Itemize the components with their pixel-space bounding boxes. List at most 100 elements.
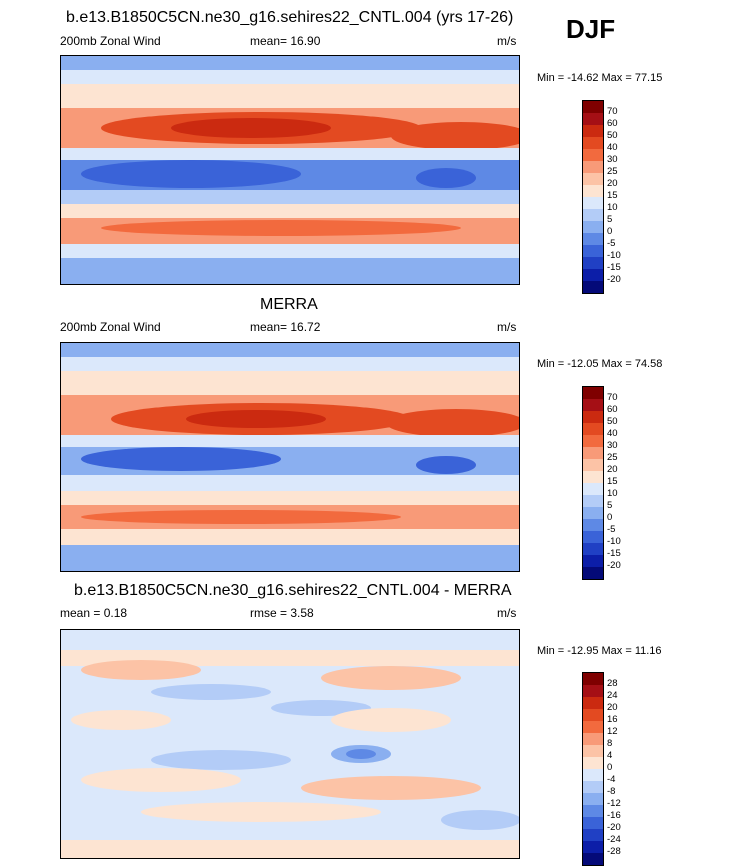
- panel-2-colorbar-tick: 50: [607, 416, 618, 427]
- panel-2-title: MERRA: [260, 296, 318, 313]
- panel-1-colorbar-tick: 30: [607, 154, 618, 165]
- panel-3-colorbar-tick: 16: [607, 714, 618, 725]
- panel-1-colorbar: [582, 100, 604, 294]
- panel-2-colorbar-tick: -15: [607, 548, 621, 559]
- panel-2-map: [60, 342, 520, 572]
- panel-1-colorbar-tick: -5: [607, 238, 616, 249]
- panel-3-colorbar-swatch: [583, 769, 603, 781]
- panel-1-colorbar-tick: 50: [607, 130, 618, 141]
- panel-3-colorbar-labels: 28 24 20 16 12 8 4 0 -4 -8 -12 -16 -20 -…: [607, 678, 621, 858]
- panel-2-colorbar-swatch: [583, 459, 603, 471]
- panel-2-colorbar-swatch: [583, 555, 603, 567]
- panel-2-colorbar-tick: 0: [607, 512, 613, 523]
- panel-1-colorbar-tick: 25: [607, 166, 618, 177]
- panel-2-colorbar-tick: -10: [607, 536, 621, 547]
- panel-1-colorbar-tick: 40: [607, 142, 618, 153]
- panel-1-colorbar-swatch: [583, 257, 603, 269]
- panel-1-colorbar-tick: 20: [607, 178, 618, 189]
- panel-3-colorbar-tick: 0: [607, 762, 613, 773]
- panel-2-minmax: Min = -12.05 Max = 74.58: [537, 358, 663, 370]
- panel-1-map: [60, 55, 520, 285]
- panel-3-colorbar-swatch: [583, 853, 603, 865]
- panel-1-colorbar-swatch: [583, 221, 603, 233]
- panel-2-colorbar-swatch: [583, 483, 603, 495]
- panel-3-colorbar-swatch: [583, 721, 603, 733]
- panel-3-colorbar-swatch: [583, 829, 603, 841]
- panel-3-colorbar-tick: 12: [607, 726, 618, 737]
- panel-2-colorbar-swatch: [583, 411, 603, 423]
- panel-2-units-label: m/s: [497, 320, 517, 334]
- panel-3-colorbar-tick: 8: [607, 738, 613, 749]
- panel-3-colorbar-tick: -8: [607, 786, 616, 797]
- season-label: DJF: [566, 14, 616, 44]
- panel-3-colorbar-tick: 24: [607, 690, 618, 701]
- panel-1-colorbar-swatch: [583, 281, 603, 293]
- panel-3-colorbar-tick: -12: [607, 798, 621, 809]
- panel-1-colorbar-tick: 60: [607, 118, 618, 129]
- panel-2-colorbar-tick: 30: [607, 440, 618, 451]
- panel-1-map-field: [61, 56, 519, 284]
- panel-3-colorbar-swatch: [583, 697, 603, 709]
- panel-1-colorbar-tick: 70: [607, 106, 618, 117]
- panel-2-colorbar-tick: -5: [607, 524, 616, 535]
- panel-1-colorbar-labels: 70 60 50 40 30 25 20 15 10 5 0 -5 -10 -1…: [607, 106, 621, 286]
- panel-2-colorbar-swatch: [583, 507, 603, 519]
- panel-3-colorbar-tick: -20: [607, 822, 621, 833]
- panel-2-colorbar-tick: 10: [607, 488, 618, 499]
- panel-1-colorbar-swatch: [583, 149, 603, 161]
- panel-3-minmax: Min = -12.95 Max = 11.16: [537, 645, 662, 657]
- panel-1-colorbar-swatch: [583, 125, 603, 137]
- panel-3-colorbar-tick: 20: [607, 702, 618, 713]
- panel-1-colorbar-tick: 0: [607, 226, 613, 237]
- panel-2-colorbar-tick: -20: [607, 560, 621, 571]
- panel-2-colorbar-tick: 5: [607, 500, 613, 511]
- panel-3-colorbar-swatch: [583, 709, 603, 721]
- panel-2-colorbar-tick: 25: [607, 452, 618, 463]
- panel-1-colorbar-swatch: [583, 245, 603, 257]
- panel-3-colorbar-swatch: [583, 817, 603, 829]
- panel-1-colorbar-swatch: [583, 113, 603, 125]
- panel-1-units-label: m/s: [497, 34, 517, 48]
- panel-1-colorbar-swatch: [583, 233, 603, 245]
- panel-2-map-field: [61, 343, 519, 571]
- panel-2-colorbar-tick: 20: [607, 464, 618, 475]
- panel-1-colorbar-tick: -20: [607, 274, 621, 285]
- panel-1-minmax: Min = -14.62 Max = 77.15: [537, 72, 663, 84]
- panel-2-colorbar-swatch: [583, 471, 603, 483]
- panel-2-colorbar-swatch: [583, 543, 603, 555]
- panel-1-colorbar-tick: 15: [607, 190, 618, 201]
- panel-1-colorbar-swatch: [583, 209, 603, 221]
- panel-3-colorbar-swatch: [583, 805, 603, 817]
- panel-1-title: b.e13.B1850C5CN.ne30_g16.sehires22_CNTL.…: [66, 9, 514, 26]
- panel-3-units-label: m/s: [497, 606, 517, 620]
- panel-3-colorbar: [582, 672, 604, 866]
- panel-1-colorbar-tick: 5: [607, 214, 613, 225]
- panel-1-colorbar-swatch: [583, 173, 603, 185]
- panel-1-colorbar-swatch: [583, 161, 603, 173]
- panel-2-colorbar-swatch: [583, 423, 603, 435]
- panel-3-title: b.e13.B1850C5CN.ne30_g16.sehires22_CNTL.…: [74, 582, 512, 599]
- panel-3-colorbar-tick: -4: [607, 774, 616, 785]
- panel-3-colorbar-tick: -16: [607, 810, 621, 821]
- panel-1-mean-label: mean= 16.90: [250, 34, 321, 48]
- panel-3-map-field: [61, 630, 519, 858]
- panel-2-colorbar-tick: 70: [607, 392, 618, 403]
- panel-2-colorbar-swatch: [583, 495, 603, 507]
- panel-3-colorbar-swatch: [583, 757, 603, 769]
- panel-3-colorbar-swatch: [583, 781, 603, 793]
- panel-3-rmse-label: rmse = 3.58: [250, 606, 314, 620]
- panel-3-colorbar-tick: 28: [607, 678, 618, 689]
- panel-1-variable-label: 200mb Zonal Wind: [60, 34, 161, 48]
- panel-2-colorbar-tick: 40: [607, 428, 618, 439]
- panel-1-colorbar-swatch: [583, 101, 603, 113]
- panel-3-mean-label: mean = 0.18: [60, 606, 128, 620]
- panel-2-mean-label: mean= 16.72: [250, 320, 321, 334]
- panel-3-colorbar-swatch: [583, 841, 603, 853]
- panel-2-colorbar-swatch: [583, 387, 603, 399]
- panel-3-colorbar-swatch: [583, 733, 603, 745]
- panel-1-colorbar-tick: -10: [607, 250, 621, 261]
- panel-3-map: [60, 629, 520, 859]
- panel-2-colorbar-tick: 60: [607, 404, 618, 415]
- panel-2-colorbar-swatch: [583, 399, 603, 411]
- panel-3-colorbar-swatch: [583, 793, 603, 805]
